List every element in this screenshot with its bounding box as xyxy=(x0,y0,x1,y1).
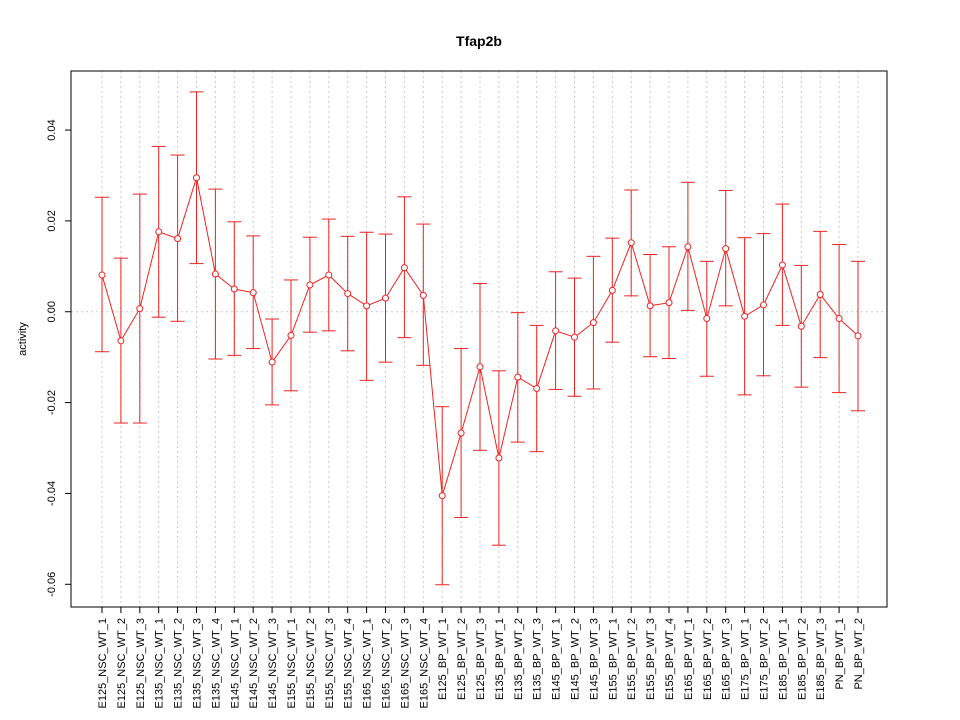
data-point xyxy=(835,315,843,323)
y-tick-label: 0.04 xyxy=(46,119,58,140)
data-point xyxy=(514,373,522,381)
data-point xyxy=(174,235,182,243)
x-tick-label: E145_NSC_WT_2 xyxy=(248,618,260,709)
data-points xyxy=(98,174,862,500)
data-point xyxy=(778,261,786,269)
data-point xyxy=(854,332,862,340)
x-tick-label: E125_NSC_WT_1 xyxy=(97,618,109,709)
data-point xyxy=(344,290,352,298)
x-tick-label: E145_NSC_WT_1 xyxy=(229,618,241,709)
data-point xyxy=(665,299,673,307)
x-tick-label: E125_BP_WT_2 xyxy=(456,618,468,700)
x-tick-label: E145_BP_WT_2 xyxy=(570,618,582,700)
y-tick-label: -0.02 xyxy=(46,390,58,415)
y-axis: -0.06 -0.04 -0.02 0.00 0.02 0.04 xyxy=(46,119,71,597)
x-tick-label: E165_NSC_WT_3 xyxy=(399,618,411,709)
x-tick-label: E125_NSC_WT_2 xyxy=(116,618,128,709)
y-tick-label: -0.06 xyxy=(46,572,58,597)
data-point xyxy=(552,327,560,335)
x-tick-label: E185_BP_WT_3 xyxy=(815,618,827,700)
chart-title: Tfap2b xyxy=(456,33,502,49)
x-tick-label: E165_NSC_WT_4 xyxy=(418,618,430,709)
x-tick-label: E135_BP_WT_3 xyxy=(532,618,544,700)
x-tick-label: E135_BP_WT_1 xyxy=(494,618,506,700)
data-point xyxy=(627,239,635,247)
data-point xyxy=(117,337,125,345)
x-tick-label: E135_BP_WT_2 xyxy=(513,618,525,700)
data-point xyxy=(476,363,484,371)
x-tick-label: E165_NSC_WT_1 xyxy=(362,618,374,709)
data-point xyxy=(703,315,711,323)
data-point xyxy=(533,385,541,393)
x-tick-label: E175_BP_WT_2 xyxy=(759,618,771,700)
data-point xyxy=(684,243,692,251)
x-tick-label: E135_NSC_WT_3 xyxy=(192,618,204,709)
data-point xyxy=(382,294,389,302)
data-point xyxy=(457,429,465,437)
x-tick-label: E165_BP_WT_1 xyxy=(683,618,695,700)
data-point xyxy=(419,291,427,299)
data-point xyxy=(230,285,238,293)
data-point xyxy=(306,281,314,289)
x-tick-label: PN_BP_WT_1 xyxy=(834,618,846,690)
data-point xyxy=(136,305,144,313)
x-tick-label: E165_NSC_WT_2 xyxy=(381,618,393,709)
data-point xyxy=(608,286,616,294)
x-tick-label: E135_NSC_WT_1 xyxy=(154,618,166,709)
data-point xyxy=(193,174,200,182)
y-tick-label: 0.00 xyxy=(46,301,58,322)
x-tick-label: E125_NSC_WT_3 xyxy=(135,618,147,709)
x-axis: E125_NSC_WT_1 E125_NSC_WT_2 E125_NSC_WT_3 E… xyxy=(97,607,865,709)
x-tick-label: E185_BP_WT_2 xyxy=(796,618,808,700)
x-tick-label: E155_BP_WT_3 xyxy=(645,618,657,700)
data-point xyxy=(646,302,654,310)
data-point xyxy=(722,245,730,253)
data-point xyxy=(287,331,295,339)
x-tick-label: E155_NSC_WT_3 xyxy=(324,618,336,709)
x-tick-label: E135_NSC_WT_4 xyxy=(210,618,222,709)
data-point xyxy=(589,319,597,327)
data-point xyxy=(816,290,824,298)
x-tick-label: E165_BP_WT_3 xyxy=(721,618,733,700)
data-point xyxy=(400,264,408,272)
data-point xyxy=(363,302,371,310)
grid xyxy=(71,71,887,607)
x-tick-label: PN_BP_WT_2 xyxy=(853,618,865,690)
x-tick-label: E155_BP_WT_2 xyxy=(626,618,638,700)
x-tick-label: E185_BP_WT_1 xyxy=(777,618,789,700)
x-tick-label: E155_BP_WT_1 xyxy=(607,618,619,700)
x-tick-label: E145_BP_WT_1 xyxy=(551,618,563,700)
data-point xyxy=(155,228,163,236)
data-point xyxy=(571,333,578,341)
data-point xyxy=(98,271,106,279)
error-bars xyxy=(95,91,865,586)
x-tick-label: E135_NSC_WT_2 xyxy=(173,618,185,709)
x-tick-label: E125_BP_WT_1 xyxy=(437,618,449,700)
x-tick-label: E165_BP_WT_2 xyxy=(702,618,714,700)
data-point xyxy=(211,270,219,278)
data-point xyxy=(438,492,446,500)
y-tick-label: -0.04 xyxy=(46,481,58,506)
data-point xyxy=(268,358,276,366)
data-point xyxy=(741,312,749,320)
data-point xyxy=(325,271,333,279)
x-tick-label: E125_BP_WT_3 xyxy=(475,618,487,700)
data-point xyxy=(249,289,257,297)
x-tick-label: E155_NSC_WT_1 xyxy=(286,618,298,709)
data-point xyxy=(760,301,767,309)
x-tick-label: E155_NSC_WT_2 xyxy=(305,618,317,709)
data-point xyxy=(495,454,503,462)
x-tick-label: E145_BP_WT_3 xyxy=(588,618,600,700)
y-axis-label: activity xyxy=(17,322,29,356)
plot-frame xyxy=(70,70,888,608)
data-point xyxy=(797,322,805,330)
x-tick-label: E145_NSC_WT_3 xyxy=(267,618,279,709)
x-tick-label: E155_BP_WT_4 xyxy=(664,618,676,700)
y-tick-label: 0.02 xyxy=(46,210,58,231)
x-tick-label: E175_BP_WT_1 xyxy=(740,618,752,700)
x-tick-label: E155_NSC_WT_4 xyxy=(343,618,355,709)
